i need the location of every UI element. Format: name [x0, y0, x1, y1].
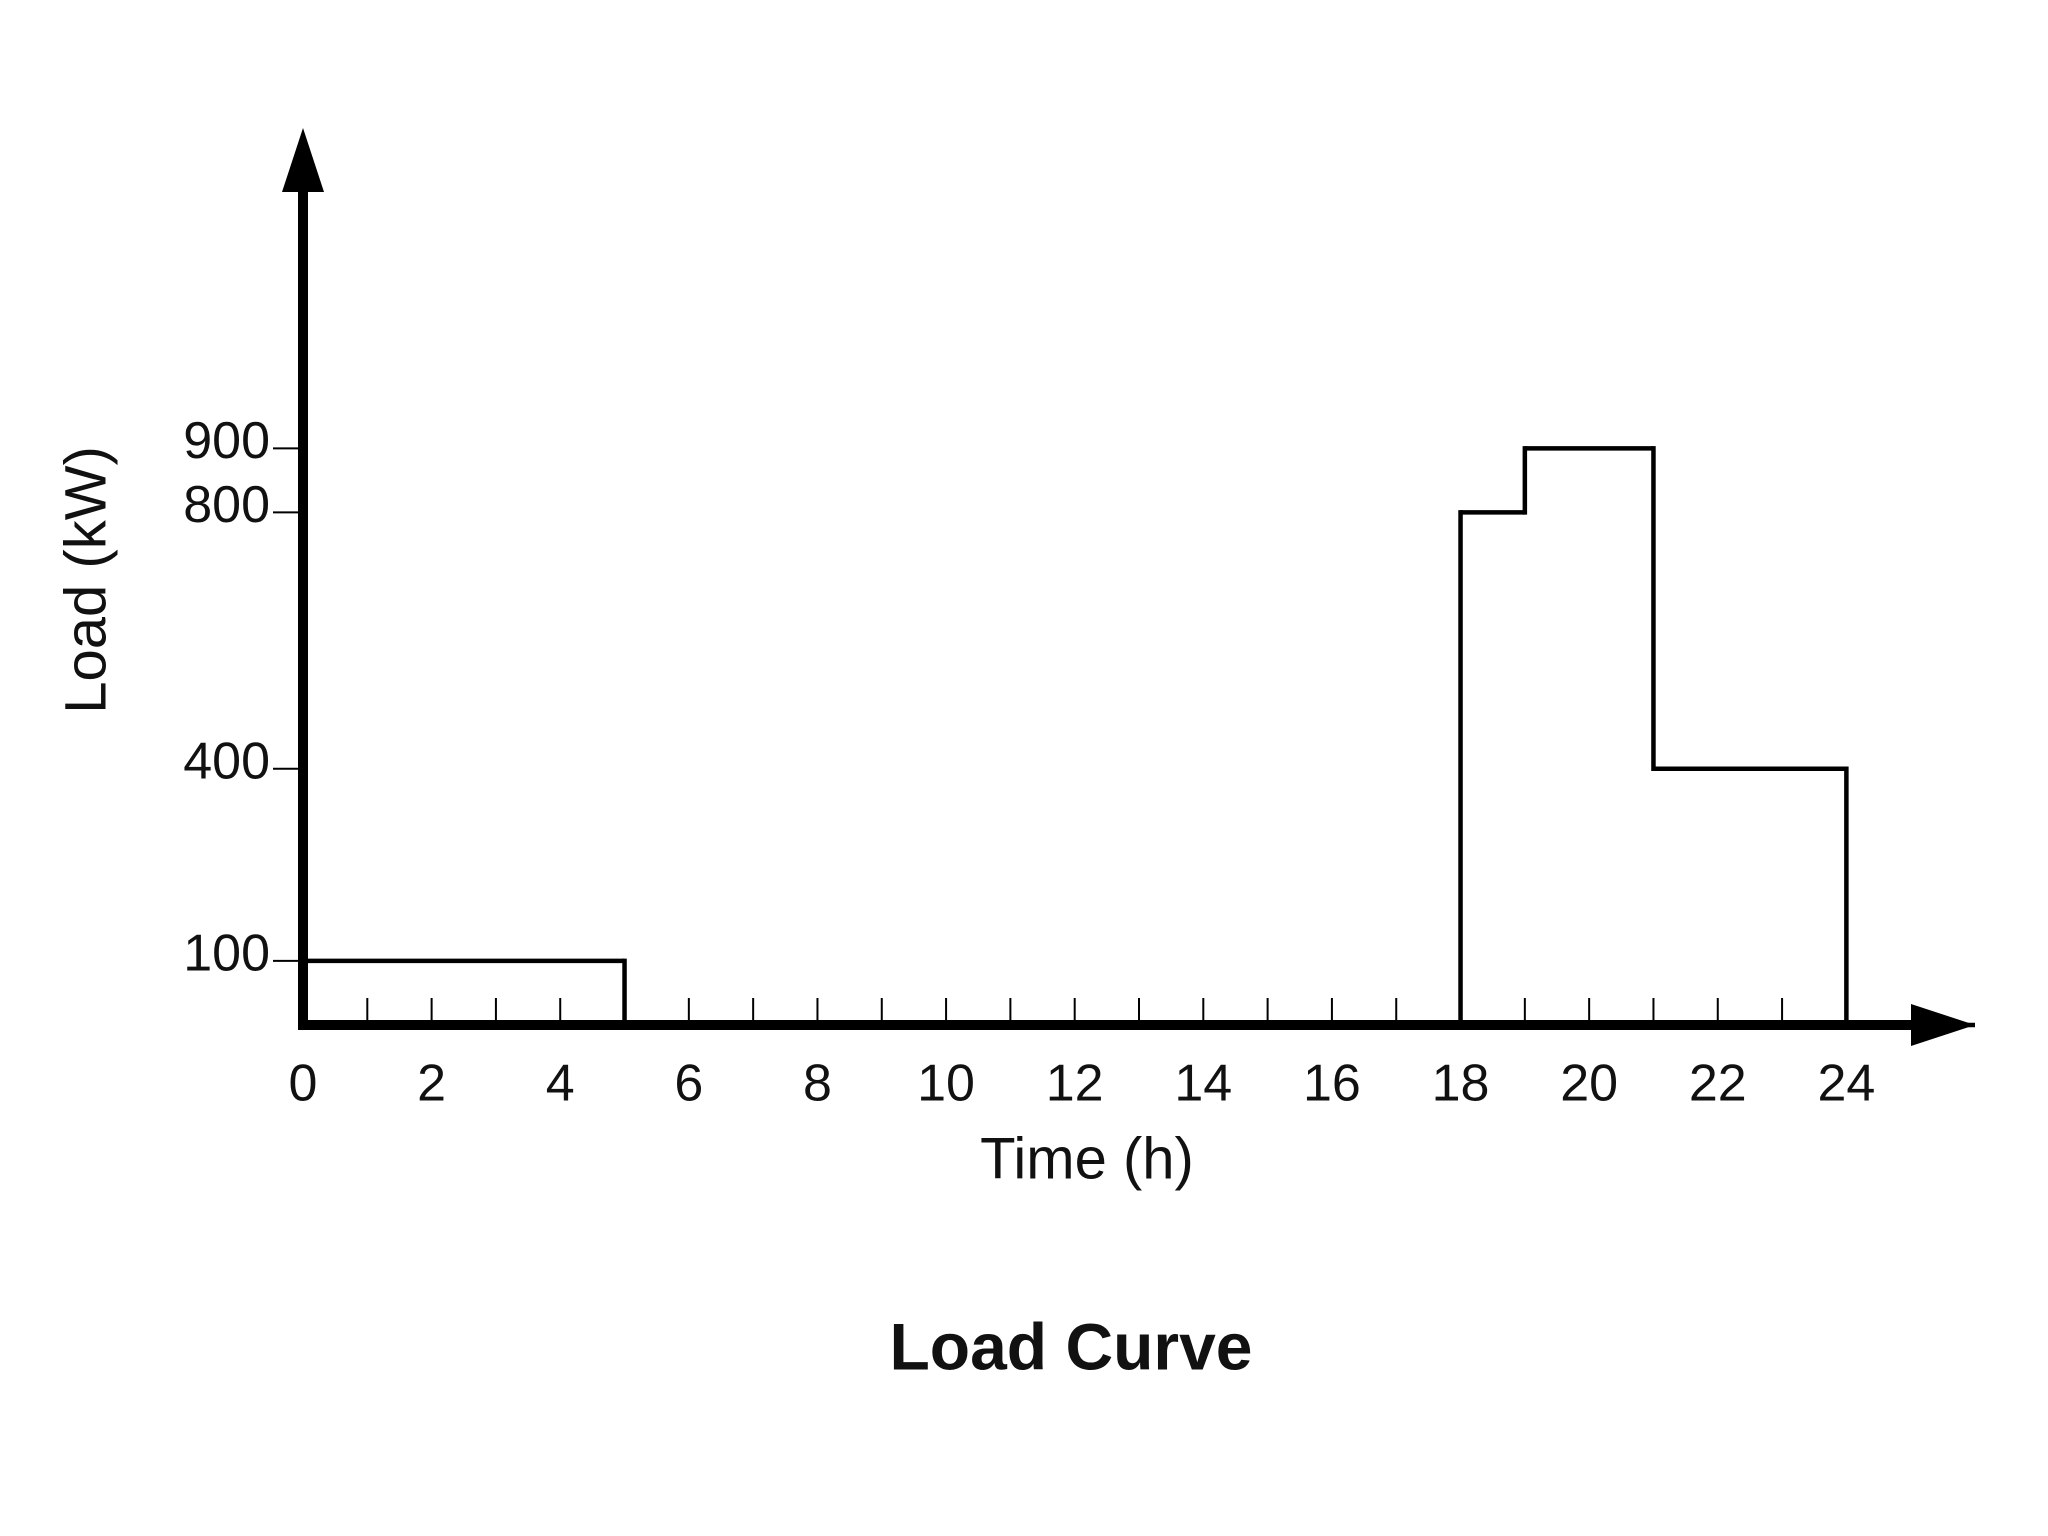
- x-tick-label: 14: [1174, 1055, 1232, 1113]
- x-axis-label: Time (h): [980, 1126, 1194, 1191]
- x-tick-label: 16: [1303, 1055, 1361, 1113]
- x-tick-label: 10: [917, 1055, 975, 1113]
- x-tick-label: 2: [417, 1055, 446, 1113]
- x-tick-label: 6: [674, 1055, 703, 1113]
- x-tick-label: 22: [1689, 1055, 1747, 1113]
- chart-title: Load Curve: [889, 1309, 1252, 1383]
- y-tick-label: 100: [183, 925, 270, 983]
- x-tick-label: 8: [803, 1055, 832, 1113]
- x-tick-label: 20: [1560, 1055, 1618, 1113]
- x-tick-label: 0: [289, 1055, 318, 1113]
- y-axis-arrow: [282, 128, 324, 192]
- x-tick-label: 18: [1432, 1055, 1490, 1113]
- y-tick-label: 900: [183, 412, 270, 470]
- x-axis-arrow: [1911, 1004, 1975, 1046]
- y-tick-label: 400: [183, 732, 270, 790]
- x-tick-label: 24: [1817, 1055, 1875, 1113]
- y-axis-label: Load (kW): [53, 446, 118, 714]
- y-tick-label: 800: [183, 476, 270, 534]
- x-tick-label: 12: [1046, 1055, 1104, 1113]
- x-tick-label: 4: [546, 1055, 575, 1113]
